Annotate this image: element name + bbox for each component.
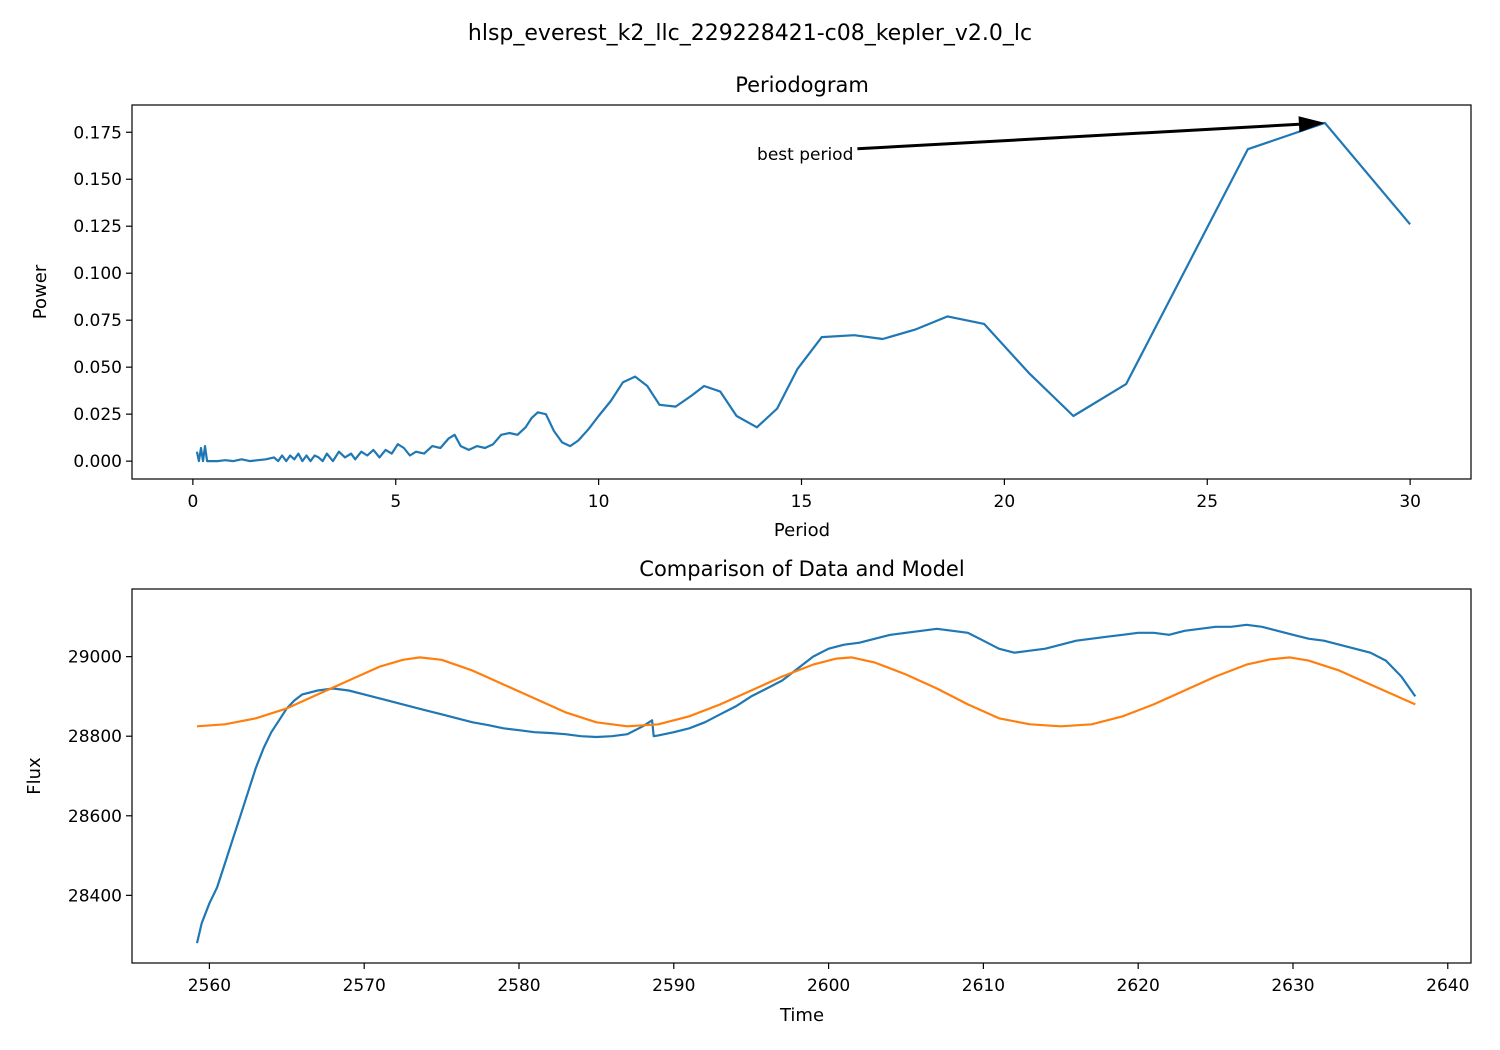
periodogram-y-tick-label: 0.000 — [73, 452, 122, 472]
best-period-annotation: best period — [757, 145, 853, 165]
periodogram-series-layer — [195, 121, 1411, 463]
comparison-x-label: Time — [779, 1005, 824, 1026]
periodogram-y-tick-label: 0.125 — [73, 217, 122, 237]
periodogram-y-tick-label: 0.175 — [73, 123, 122, 143]
periodogram-y-tick-label: 0.150 — [73, 170, 122, 190]
comparison-y-ticks: 28400 28600 28800 29000 — [68, 648, 132, 906]
comparison-x-tick-label: 2560 — [188, 976, 231, 996]
periodogram-x-label: Period — [774, 520, 830, 541]
periodogram-x-tick-label: 25 — [1196, 492, 1218, 512]
comparison-y-label: Flux — [24, 757, 45, 795]
comparison-x-tick-label: 2590 — [652, 976, 695, 996]
periodogram-x-tick-label: 10 — [588, 492, 610, 512]
comparison-y-tick-label: 28800 — [68, 727, 122, 747]
comparison-y-tick-label: 29000 — [68, 648, 122, 668]
comparison-series-layer — [195, 623, 1417, 944]
periodogram-x-ticks: 0 5 10 15 20 25 30 — [187, 479, 1421, 512]
comparison-x-tick-label: 2610 — [962, 976, 1005, 996]
periodogram-y-label: Power — [30, 264, 51, 319]
best-period-arrow-head — [1298, 116, 1325, 133]
comparison-frame — [131, 588, 1472, 964]
comparison-x-tick-label: 2620 — [1117, 976, 1160, 996]
periodogram-x-tick-label: 20 — [994, 492, 1016, 512]
comparison-x-tick-label: 2570 — [343, 976, 386, 996]
periodogram-axes: Periodogram best period 0 5 10 15 20 25 30 0.0… — [30, 73, 1472, 541]
comparison-title: Comparison of Data and Model — [639, 557, 964, 581]
comparison-x-tick-label: 2600 — [807, 976, 850, 996]
comparison-y-tick-label: 28400 — [68, 886, 122, 906]
periodogram-x-tick-label: 5 — [390, 492, 401, 512]
periodogram-y-tick-label: 0.100 — [73, 264, 122, 284]
comparison-x-ticks: 2560 2570 2580 2590 2600 2610 2620 2630 2640 — [188, 963, 1469, 996]
periodogram-x-tick-label: 0 — [187, 492, 198, 512]
periodogram-x-tick-label: 15 — [791, 492, 813, 512]
periodogram-y-tick-label: 0.050 — [73, 358, 122, 378]
best-period-arrow-shaft — [857, 122, 1300, 151]
periodogram-y-tick-label: 0.025 — [73, 405, 122, 425]
comparison-x-tick-label: 2630 — [1271, 976, 1314, 996]
periodogram-y-tick-label: 0.075 — [73, 311, 122, 331]
comparison-x-tick-label: 2640 — [1426, 976, 1469, 996]
periodogram-annotation-layer: best period — [757, 116, 1325, 165]
periodogram-y-ticks: 0.000 0.025 0.050 0.075 0.100 0.125 0.150 0.175 — [73, 123, 132, 472]
periodogram-title: Periodogram — [735, 73, 869, 97]
periodogram-x-tick-label: 30 — [1399, 492, 1421, 512]
figure-suptitle: hlsp_everest_k2_llc_229228421-c08_kepler… — [468, 21, 1032, 46]
periodogram-series-data-line — [195, 121, 1411, 463]
comparison-axes: Comparison of Data and Model 2560 2570 258… — [24, 557, 1472, 1026]
comparison-series-data-line — [195, 623, 1417, 944]
comparison-series-model-line — [196, 656, 1416, 728]
comparison-x-tick-label: 2580 — [497, 976, 540, 996]
comparison-y-tick-label: 28600 — [68, 807, 122, 827]
